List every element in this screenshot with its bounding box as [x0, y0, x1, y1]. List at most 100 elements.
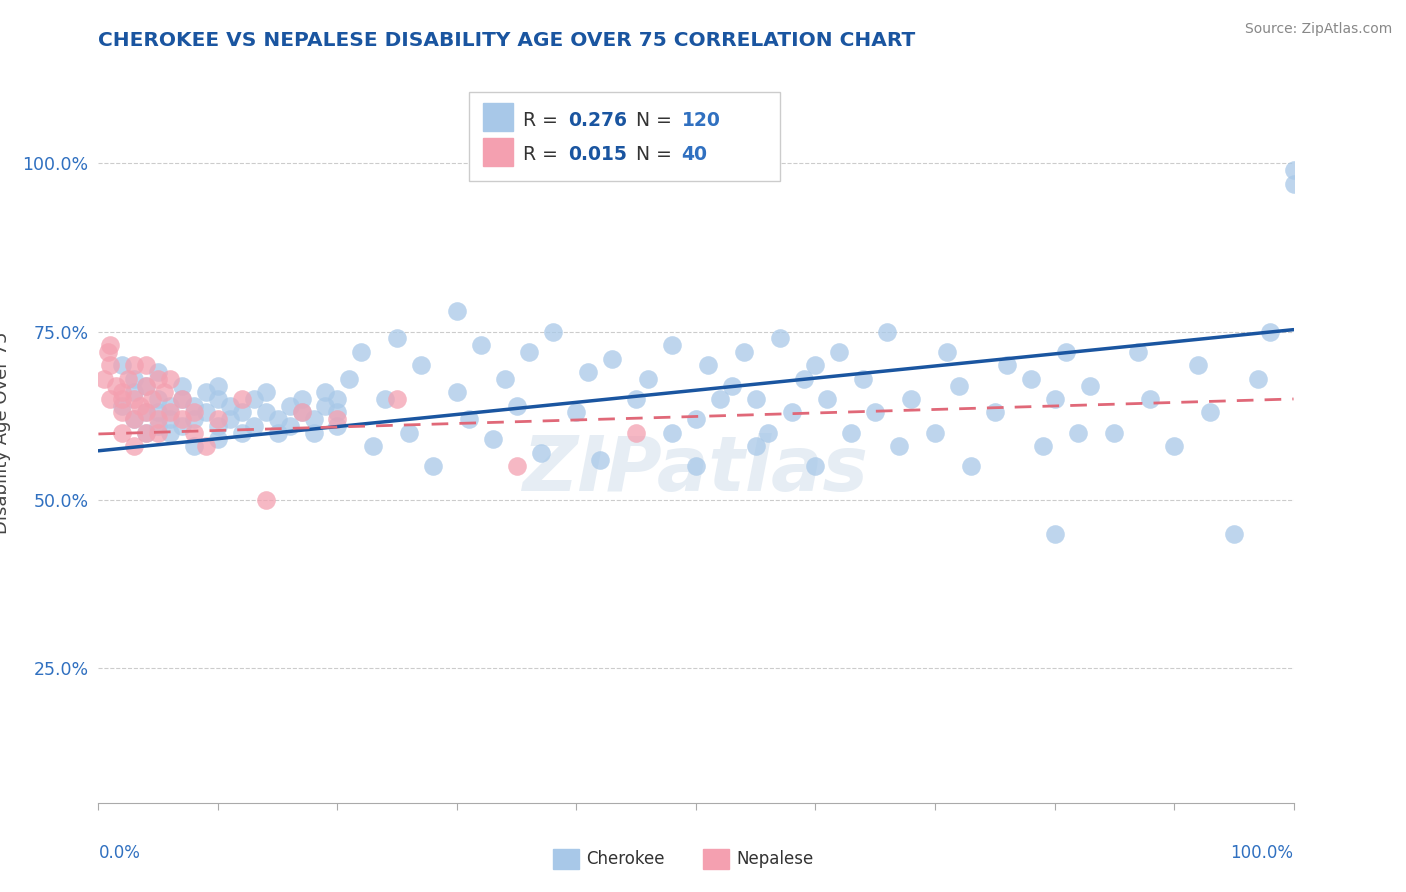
Point: [1163, 439, 1185, 453]
Point: [231, 392, 253, 406]
Point: [105, 378, 128, 392]
Point: [159, 372, 181, 386]
Point: [124, 412, 146, 426]
Point: [183, 425, 205, 440]
Text: Nepalese: Nepalese: [737, 850, 814, 868]
Point: [172, 392, 194, 406]
Point: [111, 359, 134, 373]
Point: [267, 412, 290, 426]
Point: [93, 372, 115, 386]
Point: [148, 392, 170, 406]
Point: [1282, 163, 1305, 178]
Point: [135, 378, 157, 392]
Text: 120: 120: [682, 111, 720, 129]
Point: [780, 405, 803, 419]
Point: [1187, 359, 1209, 373]
Point: [541, 325, 564, 339]
Point: [172, 378, 194, 392]
Point: [98, 359, 122, 373]
FancyBboxPatch shape: [470, 92, 780, 181]
Point: [302, 425, 325, 440]
Point: [111, 405, 134, 419]
Point: [183, 405, 205, 419]
Point: [506, 399, 529, 413]
Point: [995, 359, 1018, 373]
Point: [207, 433, 229, 447]
Point: [1282, 177, 1305, 191]
Point: [326, 392, 349, 406]
Point: [1043, 526, 1066, 541]
Point: [411, 359, 433, 373]
Point: [172, 392, 194, 406]
Point: [278, 399, 301, 413]
Point: [374, 392, 396, 406]
Point: [936, 344, 959, 359]
Text: Source: ZipAtlas.com: Source: ZipAtlas.com: [1244, 22, 1392, 37]
Point: [768, 331, 790, 345]
Point: [291, 405, 314, 419]
Text: R =: R =: [523, 111, 564, 129]
Point: [1199, 405, 1222, 419]
Point: [183, 412, 205, 426]
Point: [960, 459, 983, 474]
FancyBboxPatch shape: [484, 138, 513, 166]
Point: [876, 325, 898, 339]
Point: [804, 459, 827, 474]
Point: [422, 459, 444, 474]
Point: [159, 405, 181, 419]
Point: [135, 378, 157, 392]
Point: [141, 392, 163, 406]
Point: [924, 425, 946, 440]
Point: [815, 392, 838, 406]
Point: [315, 399, 337, 413]
Point: [315, 385, 337, 400]
Point: [135, 359, 157, 373]
Point: [172, 418, 194, 433]
Point: [183, 399, 205, 413]
Point: [1056, 344, 1078, 359]
Point: [267, 425, 290, 440]
Point: [578, 365, 600, 379]
Text: N =: N =: [636, 111, 678, 129]
Point: [153, 385, 176, 400]
Point: [219, 412, 242, 426]
Point: [291, 405, 314, 419]
Point: [148, 412, 170, 426]
Point: [159, 425, 181, 440]
Point: [124, 372, 146, 386]
Point: [1067, 425, 1090, 440]
Text: R =: R =: [523, 145, 564, 164]
Point: [124, 392, 146, 406]
Point: [278, 418, 301, 433]
FancyBboxPatch shape: [484, 103, 513, 131]
Point: [195, 405, 218, 419]
Point: [530, 446, 553, 460]
Point: [302, 412, 325, 426]
Point: [135, 405, 157, 419]
Point: [470, 338, 492, 352]
Point: [865, 405, 887, 419]
Point: [124, 359, 146, 373]
Point: [135, 425, 157, 440]
Point: [124, 385, 146, 400]
Point: [661, 338, 683, 352]
Point: [148, 372, 170, 386]
Point: [1223, 526, 1246, 541]
Point: [948, 378, 970, 392]
Point: [398, 425, 420, 440]
Point: [745, 392, 768, 406]
Point: [219, 399, 242, 413]
Point: [254, 385, 277, 400]
Point: [697, 359, 720, 373]
Point: [852, 372, 875, 386]
Point: [111, 385, 134, 400]
Point: [589, 452, 612, 467]
Point: [481, 433, 505, 447]
Point: [243, 418, 266, 433]
Text: CHEROKEE VS NEPALESE DISABILITY AGE OVER 75 CORRELATION CHART: CHEROKEE VS NEPALESE DISABILITY AGE OVER…: [98, 30, 915, 50]
Point: [1139, 392, 1161, 406]
Point: [385, 392, 409, 406]
Point: [195, 385, 218, 400]
Point: [385, 331, 409, 345]
Point: [685, 459, 707, 474]
